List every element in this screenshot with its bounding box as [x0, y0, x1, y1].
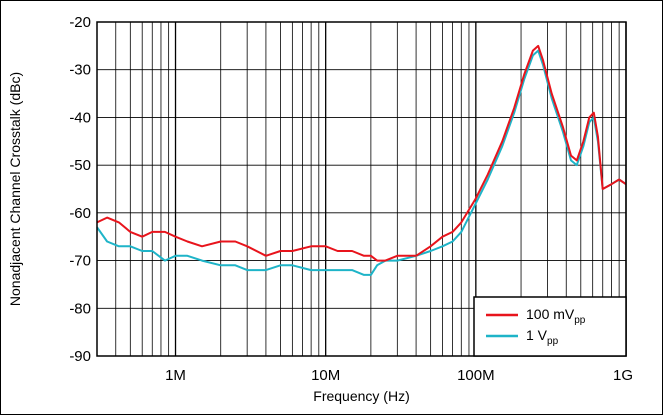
y-tick-label: -20	[69, 14, 91, 31]
x-tick-label: 1M	[165, 367, 186, 384]
y-tick-label: -40	[69, 109, 91, 126]
y-tick-label: -80	[69, 300, 91, 317]
series-line-2	[96, 49, 627, 276]
y-axis-label: Nonadjacent Channel Crosstalk (dBc)	[7, 72, 23, 306]
y-tick-label: -30	[69, 62, 91, 79]
y-tick-label: -70	[69, 253, 91, 270]
series-layer	[96, 44, 627, 276]
legend-box	[473, 296, 627, 357]
y-tick-label: -90	[69, 348, 91, 365]
plot-border	[96, 21, 627, 357]
y-tick-label: -60	[69, 205, 91, 222]
legend-label-2: 1 Vpp	[526, 327, 559, 347]
legend-label-1: 100 mVpp	[526, 306, 586, 326]
x-axis-label: Frequency (Hz)	[313, 388, 409, 404]
x-tick-label: 1G	[613, 367, 633, 384]
series-line-1	[96, 44, 627, 262]
x-tick-labels: 1M 10M 100M 1G	[165, 367, 633, 384]
x-tick-label: 10M	[311, 367, 340, 384]
x-tick-label: 100M	[457, 367, 495, 384]
y-tick-labels: -20 -30 -40 -50 -60 -70 -80 -90	[69, 14, 91, 365]
grid-minor	[96, 22, 627, 356]
y-tick-label: -50	[69, 157, 91, 174]
